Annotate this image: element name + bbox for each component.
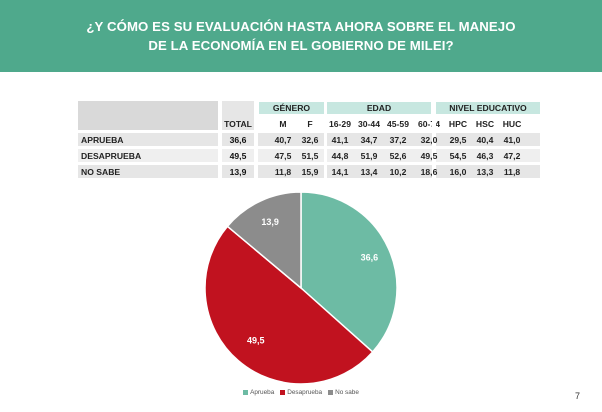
pie-slice-no-sabe: [226, 191, 302, 290]
legend-item: Aprueba: [243, 389, 274, 396]
legend-label: Aprueba: [250, 389, 275, 396]
legend-label: Desaprueba: [287, 389, 323, 396]
page-number: 7: [574, 391, 580, 401]
page-title: ¿Y CÓMO ES SU EVALUACIÓN HASTA AHORA SOB…: [0, 17, 602, 55]
pie-label: 49,5: [247, 335, 265, 345]
header-banner: ¿Y CÓMO ES SU EVALUACIÓN HASTA AHORA SOB…: [0, 0, 602, 72]
pie-label: 13,9: [261, 217, 279, 227]
legend-swatch: [328, 389, 334, 395]
legend-swatch: [243, 389, 249, 395]
pie-slice-aprueba: [300, 191, 398, 353]
pie-label: 36,6: [361, 252, 379, 262]
legend: Aprueba Desaprueba No sabe: [0, 389, 602, 396]
title-line-1: ¿Y CÓMO ES SU EVALUACIÓN HASTA AHORA SOB…: [86, 19, 516, 34]
pie-slice-desaprueba: [204, 225, 374, 385]
legend-swatch: [280, 389, 286, 395]
legend-label: No sabe: [335, 389, 359, 396]
legend-item: No sabe: [328, 389, 359, 396]
title-line-2: DE LA ECONOMÍA EN EL GOBIERNO DE MILEI?: [148, 38, 454, 53]
legend-item: Desaprueba: [280, 389, 322, 396]
